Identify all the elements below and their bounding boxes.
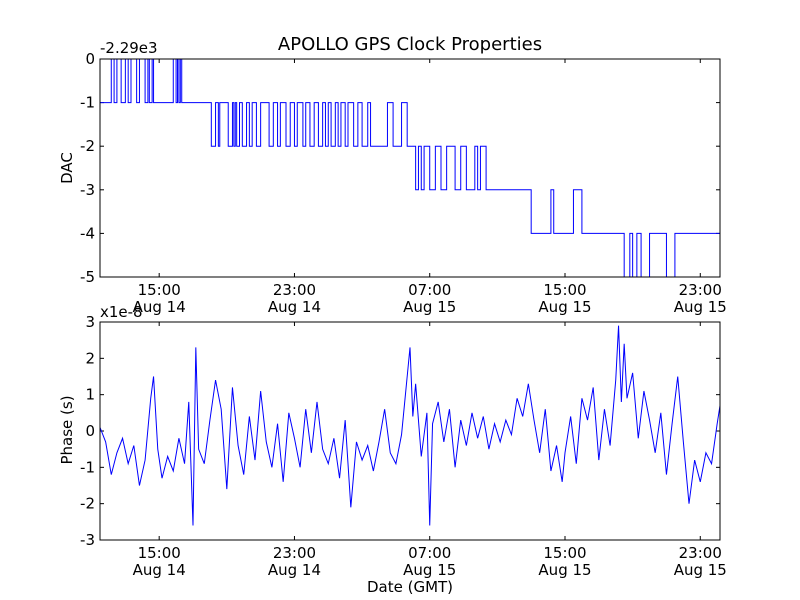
phase-xtick-time: 07:00 bbox=[408, 544, 451, 562]
phase-axes-frame bbox=[99, 321, 721, 541]
dac-xtick-date: Aug 14 bbox=[133, 298, 186, 316]
dac-offset-label: -2.29e3 bbox=[100, 39, 158, 57]
phase-series-line bbox=[99, 325, 721, 526]
dac-ytick-label: -4 bbox=[80, 224, 95, 242]
dac-xtick-date: Aug 15 bbox=[403, 298, 456, 316]
phase-x-axis-label: Date (GMT) bbox=[367, 578, 453, 596]
dac-xtick-time: 23:00 bbox=[679, 281, 722, 299]
dac-ytick-label: -2 bbox=[80, 137, 95, 155]
phase-series bbox=[99, 325, 721, 526]
chart-title: APOLLO GPS Clock Properties bbox=[278, 34, 542, 55]
phase-ytick-label: -1 bbox=[80, 458, 95, 476]
dac-ytick-label: -3 bbox=[80, 181, 95, 199]
dac-xtick-time: 15:00 bbox=[543, 281, 586, 299]
phase-ytick-label: -3 bbox=[80, 531, 95, 549]
dac-ytick-label: -5 bbox=[80, 268, 95, 286]
phase-y-axis-label: Phase (s) bbox=[58, 395, 76, 464]
phase-xtick-date: Aug 15 bbox=[538, 561, 591, 579]
phase-xtick-date: Aug 15 bbox=[674, 561, 727, 579]
phase-ytick-label: 2 bbox=[85, 349, 95, 367]
dac-y-axis-label: DAC bbox=[58, 152, 76, 184]
dac-xtick-time: 23:00 bbox=[273, 281, 316, 299]
phase-xtick-date: Aug 14 bbox=[133, 561, 186, 579]
phase-ytick-label: 3 bbox=[85, 313, 95, 331]
dac-ytick-label: 0 bbox=[85, 50, 95, 68]
dac-xtick-date: Aug 15 bbox=[674, 298, 727, 316]
phase-xtick-time: 15:00 bbox=[138, 544, 181, 562]
phase-ytick-label: 0 bbox=[85, 422, 95, 440]
phase-xtick-date: Aug 14 bbox=[268, 561, 321, 579]
phase-ytick-label: 1 bbox=[85, 386, 95, 404]
phase-xtick-time: 15:00 bbox=[543, 544, 586, 562]
dac-xtick-date: Aug 14 bbox=[268, 298, 321, 316]
dac-series bbox=[100, 58, 720, 278]
phase-xtick-date: Aug 15 bbox=[403, 561, 456, 579]
phase-ytick-label: -2 bbox=[80, 495, 95, 513]
phase-xtick-time: 23:00 bbox=[273, 544, 316, 562]
dac-ytick-label: -1 bbox=[80, 94, 95, 112]
dac-xtick-time: 15:00 bbox=[138, 281, 181, 299]
dac-xtick-time: 07:00 bbox=[408, 281, 451, 299]
dac-series-line bbox=[100, 58, 720, 278]
phase-xtick-time: 23:00 bbox=[679, 544, 722, 562]
dac-axes-frame bbox=[99, 58, 721, 278]
phase-offset-label: x1e-8 bbox=[100, 303, 143, 321]
dac-xtick-date: Aug 15 bbox=[538, 298, 591, 316]
